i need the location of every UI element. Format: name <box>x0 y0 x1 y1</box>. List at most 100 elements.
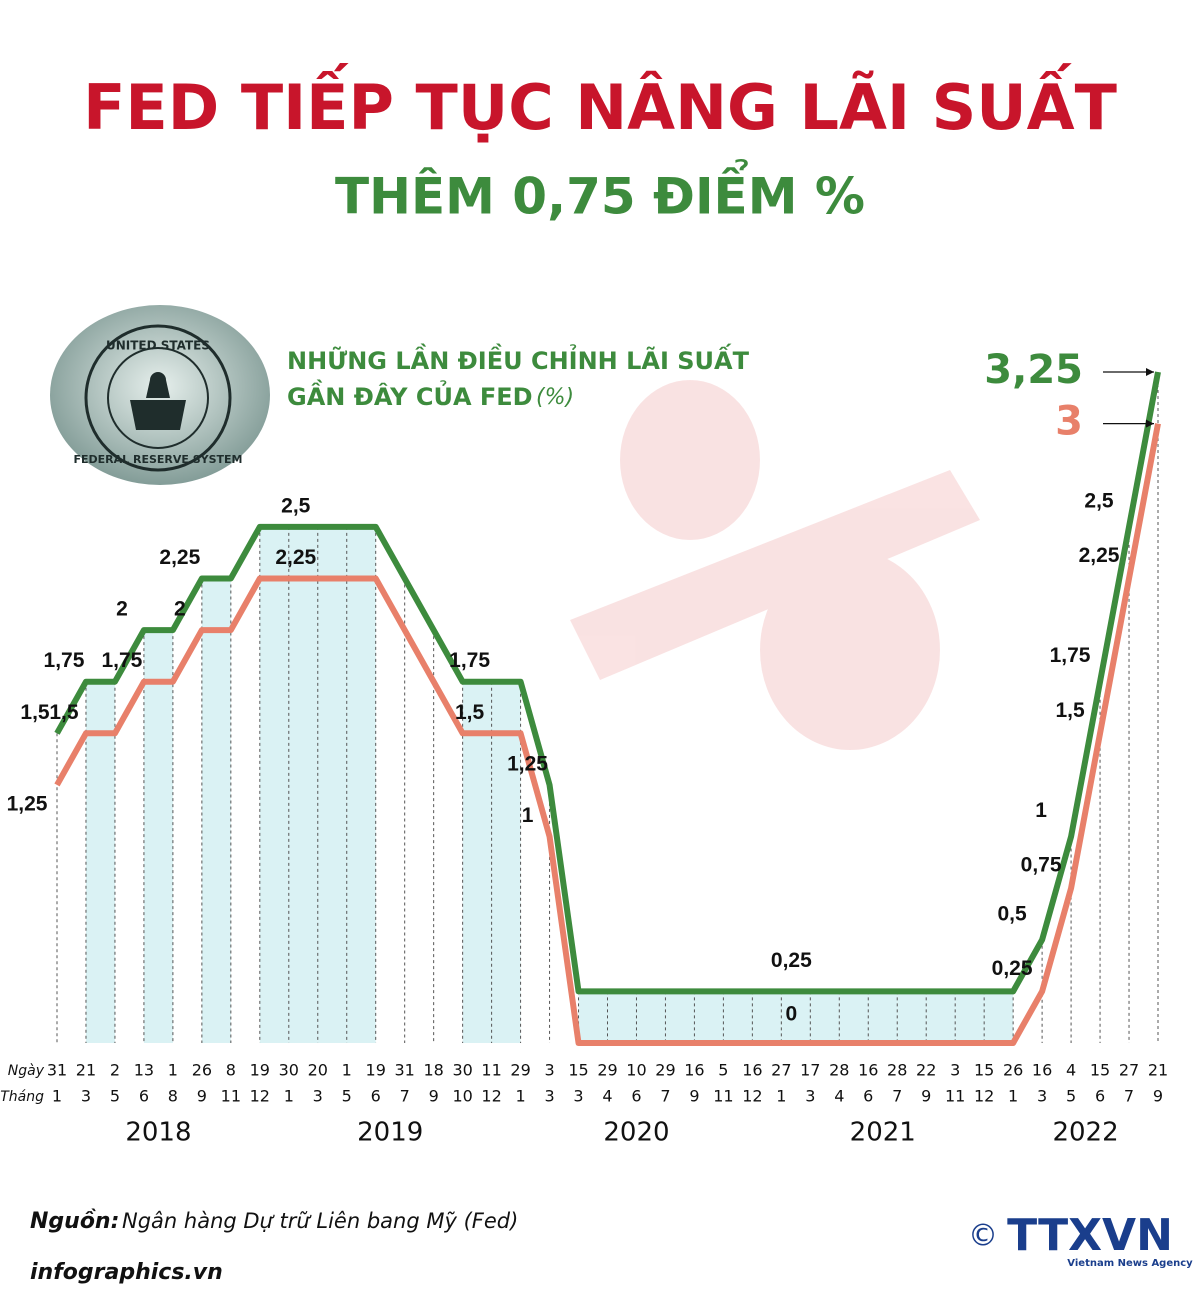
flat-band <box>665 991 695 1043</box>
day-label: 5 <box>718 1061 728 1080</box>
chart-title: GẦN ĐÂY CỦA FED <box>287 378 533 411</box>
chart-title: NHỮNG LẦN ĐIỀU CHỈNH LÃI SUẤT <box>287 342 750 375</box>
flat-band <box>694 991 724 1043</box>
title: FED TIẾP TỤC NÂNG LÃI SUẤT <box>83 63 1117 144</box>
year-label: 2021 <box>850 1118 916 1148</box>
value-label: 2 <box>116 598 128 621</box>
day-label: 1 <box>342 1061 352 1080</box>
day-label: 3 <box>950 1061 960 1080</box>
day-label: 31 <box>47 1061 67 1080</box>
day-label: 27 <box>1119 1061 1139 1080</box>
value-label: 1 <box>1035 799 1047 822</box>
source-label: Nguồn: <box>30 1209 119 1234</box>
flat-band <box>578 991 608 1043</box>
day-label: 17 <box>800 1061 820 1080</box>
value-label: 0,25 <box>771 949 812 972</box>
day-label: 16 <box>742 1061 762 1080</box>
month-label: 9 <box>429 1087 439 1106</box>
month-label: 12 <box>974 1087 994 1106</box>
value-label: 0,25 <box>992 957 1033 980</box>
value-label: 2,25 <box>275 546 316 569</box>
month-label: 6 <box>139 1087 149 1106</box>
month-label: 9 <box>689 1087 699 1106</box>
day-label: 11 <box>481 1061 501 1080</box>
day-label: 28 <box>829 1061 849 1080</box>
month-label: 9 <box>1153 1087 1163 1106</box>
month-label: 7 <box>892 1087 902 1106</box>
month-label: 1 <box>1008 1087 1018 1106</box>
month-label: 9 <box>921 1087 931 1106</box>
day-label: 27 <box>771 1061 791 1080</box>
flat-band <box>810 991 840 1043</box>
month-label: 3 <box>81 1087 91 1106</box>
value-label: 1,5 <box>455 701 485 724</box>
day-label: 30 <box>279 1061 299 1080</box>
value-label: 1,5 <box>1055 699 1085 722</box>
value-label: 2,5 <box>1084 489 1114 512</box>
month-label: 1 <box>52 1087 62 1106</box>
flat-band <box>897 991 927 1043</box>
pointer-head <box>1146 419 1154 428</box>
month-label: 5 <box>342 1087 352 1106</box>
day-label: 2 <box>110 1061 120 1080</box>
flat-band <box>984 991 1014 1043</box>
day-label: 30 <box>452 1061 472 1080</box>
day-label: 15 <box>974 1061 994 1080</box>
month-label: 3 <box>1037 1087 1047 1106</box>
day-label: 16 <box>1032 1061 1052 1080</box>
value-label: 0,75 <box>1021 854 1062 877</box>
day-label: 1 <box>168 1061 178 1080</box>
year-label: 2022 <box>1052 1118 1118 1148</box>
seal: UNITED STATES FEDERAL RESERVE SYSTEM <box>50 305 270 485</box>
flat-band <box>955 991 985 1043</box>
month-label: 12 <box>250 1087 270 1106</box>
value-label: 3 <box>1055 399 1083 445</box>
value-label: 2,5 <box>281 494 311 517</box>
value-label: 1,5 <box>49 701 79 724</box>
year-label: 2020 <box>603 1118 669 1148</box>
day-label: 15 <box>568 1061 588 1080</box>
day-label: 21 <box>76 1061 96 1080</box>
value-label: 3,25 <box>984 347 1083 393</box>
rate-line <box>54 371 1161 995</box>
day-label: 20 <box>308 1061 328 1080</box>
flat-band <box>259 526 289 1043</box>
month-label: 3 <box>805 1087 815 1106</box>
month-label: 1 <box>284 1087 294 1106</box>
value-label: 1,25 <box>7 792 48 815</box>
value-label: 1 <box>522 804 534 827</box>
month-label: 6 <box>631 1087 641 1106</box>
value-label: 0 <box>785 1003 797 1026</box>
month-label: 7 <box>660 1087 670 1106</box>
month-label: 6 <box>371 1087 381 1106</box>
month-label: 10 <box>452 1087 472 1106</box>
value-label: 0,5 <box>998 902 1028 925</box>
month-label: 6 <box>1095 1087 1105 1106</box>
flat-band <box>636 991 666 1043</box>
flat-band <box>317 526 347 1043</box>
value-label: 2,25 <box>159 546 200 569</box>
month-label: 11 <box>713 1087 733 1106</box>
flat-band <box>462 681 492 1043</box>
day-label: 21 <box>1148 1061 1168 1080</box>
pointer-head <box>1146 368 1154 376</box>
day-label: 31 <box>395 1061 415 1080</box>
month-label: 11 <box>945 1087 965 1106</box>
flat-band <box>201 578 231 1043</box>
flat-band <box>926 991 956 1043</box>
month-label: 4 <box>602 1087 612 1106</box>
month-row-label: Tháng <box>0 1089 44 1105</box>
month-label: 11 <box>221 1087 241 1106</box>
logo-copyright: © <box>968 1219 998 1254</box>
month-label: 5 <box>1066 1087 1076 1106</box>
value-label: 1,75 <box>449 649 490 672</box>
flat-band <box>752 991 782 1043</box>
month-label: 8 <box>168 1087 178 1106</box>
day-label: 4 <box>1066 1061 1076 1080</box>
day-label: 29 <box>655 1061 675 1080</box>
day-label: 13 <box>134 1061 154 1080</box>
seal-top: UNITED STATES <box>106 339 210 353</box>
day-label: 19 <box>366 1061 386 1080</box>
flat-band <box>143 630 173 1043</box>
